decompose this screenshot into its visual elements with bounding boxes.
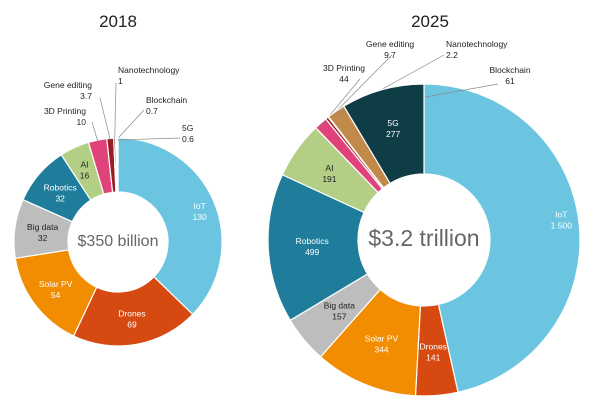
slice-label-2018-solar-pv: Solar PV 54 [39,279,73,300]
slice-label-2025-iot: IoT 1 500 [551,209,573,230]
slice-label-2025-5g: 5G 277 [386,118,400,139]
slice-label-2018-drones: Drones 69 [118,309,145,330]
leader-line-2018-gene-editing [99,97,111,141]
slice-label-2025-solar-pv: Solar PV 344 [365,334,399,355]
slice-label-2018-nanotechnology: Nanotechnology 1 [118,65,180,86]
slice-label-2025-blockchain: Blockchain 61 [489,65,530,86]
donut-2025: IoT 1 500 Drones 141 Solar PV 344 Big data 157 R… [267,39,581,397]
slice-label-2025-drones: Drones 141 [420,342,447,363]
leader-line-2018-5g [117,137,181,141]
slice-2025-iot [423,83,581,393]
slice-label-2025-big-data: Big data 157 [324,300,355,321]
chart-2018-title: 2018 [99,12,137,31]
slice-label-2018-3d-printing: 3D Printing 10 [44,106,86,127]
leader-line-2018-3d-printing [91,121,99,143]
slice-label-2025-ai: AI 191 [322,163,336,184]
leader-line-2018-nanotechnology [114,82,117,141]
slice-2025-robotics [267,173,369,322]
slice-label-2018-ai: AI 16 [80,159,90,180]
slice-label-2025-3d-printing: 3D Printing 44 [323,63,365,84]
slice-2018-iot [117,137,223,316]
slice-label-2025-gene-editing: Gene editing 9.7 [366,39,414,60]
slice-2025-5g [343,83,425,185]
chart-2025-center-label: $3.2 trillion [368,225,479,251]
leader-line-2018-blockchain [115,109,145,141]
slice-2018-5g [116,137,119,193]
chart-2018-center-label: $350 billion [78,233,159,250]
slice-label-2025-nanotechnology: Nanotechnology 2.2 [446,39,508,60]
slice-label-2018-blockchain: Blockchain 0.7 [146,95,187,116]
slice-label-2018-iot: IoT 130 [193,201,207,222]
slice-label-2018-gene-editing: Gene editing 3.7 [44,80,92,101]
slice-label-2025-robotics: Robotics 499 [296,236,329,257]
chart-2025-title: 2025 [411,12,449,31]
slice-2018-drones [72,275,194,347]
slice-label-2018-5g: 5G 0.6 [182,123,194,144]
donut-2018: IoT 130 Drones 69 Solar PV 54 Big data 32 Roboti… [13,65,223,347]
slice-label-2018-big-data: Big data 32 [27,222,58,243]
slice-label-2018-robotics: Robotics 32 [44,183,77,204]
